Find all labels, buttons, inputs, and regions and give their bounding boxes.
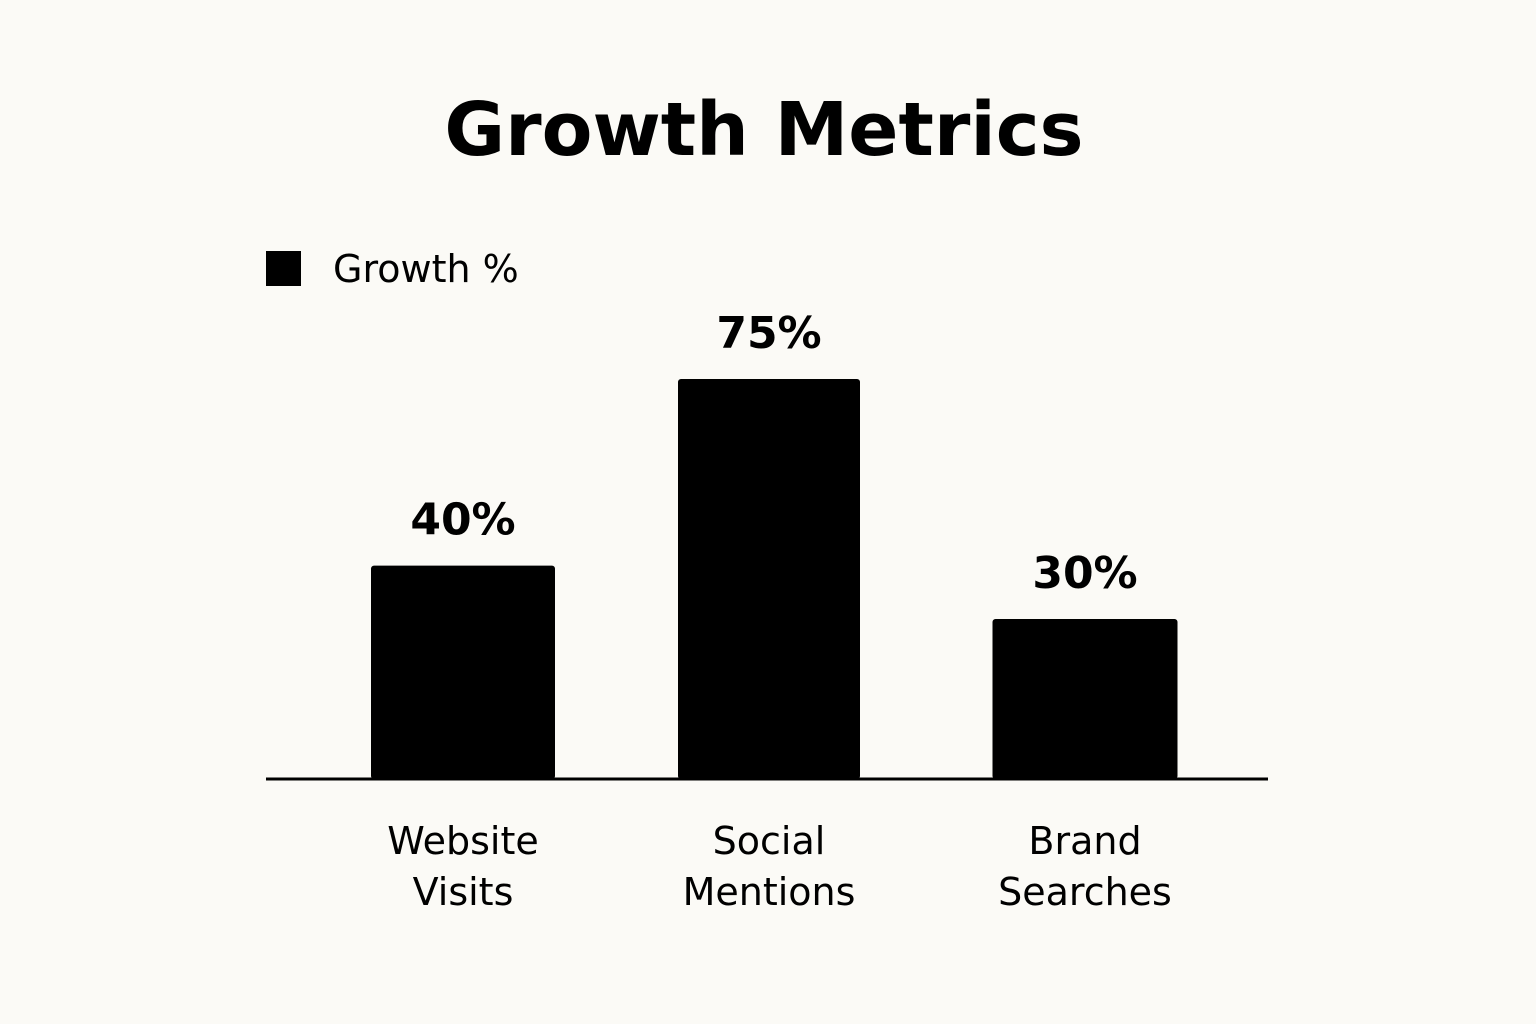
chart-title: Growth Metrics	[444, 87, 1083, 173]
category-label-2-line-1: Searches	[998, 870, 1172, 914]
value-label-1: 75%	[716, 308, 821, 359]
legend-swatch	[266, 251, 301, 286]
bar-1	[678, 379, 860, 779]
value-label-group: 40% 75% 30%	[410, 308, 1137, 599]
category-label-1-line-0: Social	[713, 819, 826, 863]
bar-group	[371, 379, 1178, 779]
category-label-0-line-1: Visits	[413, 870, 514, 914]
bar-2	[992, 619, 1178, 779]
legend: Growth %	[266, 247, 519, 291]
legend-label: Growth %	[333, 247, 519, 291]
value-label-0: 40%	[410, 495, 515, 546]
value-label-2: 30%	[1032, 548, 1137, 599]
category-label-1-line-1: Mentions	[683, 870, 856, 914]
category-label-2-line-0: Brand	[1028, 819, 1141, 863]
category-label-0-line-0: Website	[387, 819, 538, 863]
category-label-group: Website Visits Social Mentions Brand Searches	[387, 819, 1172, 914]
bar-0	[371, 565, 555, 779]
